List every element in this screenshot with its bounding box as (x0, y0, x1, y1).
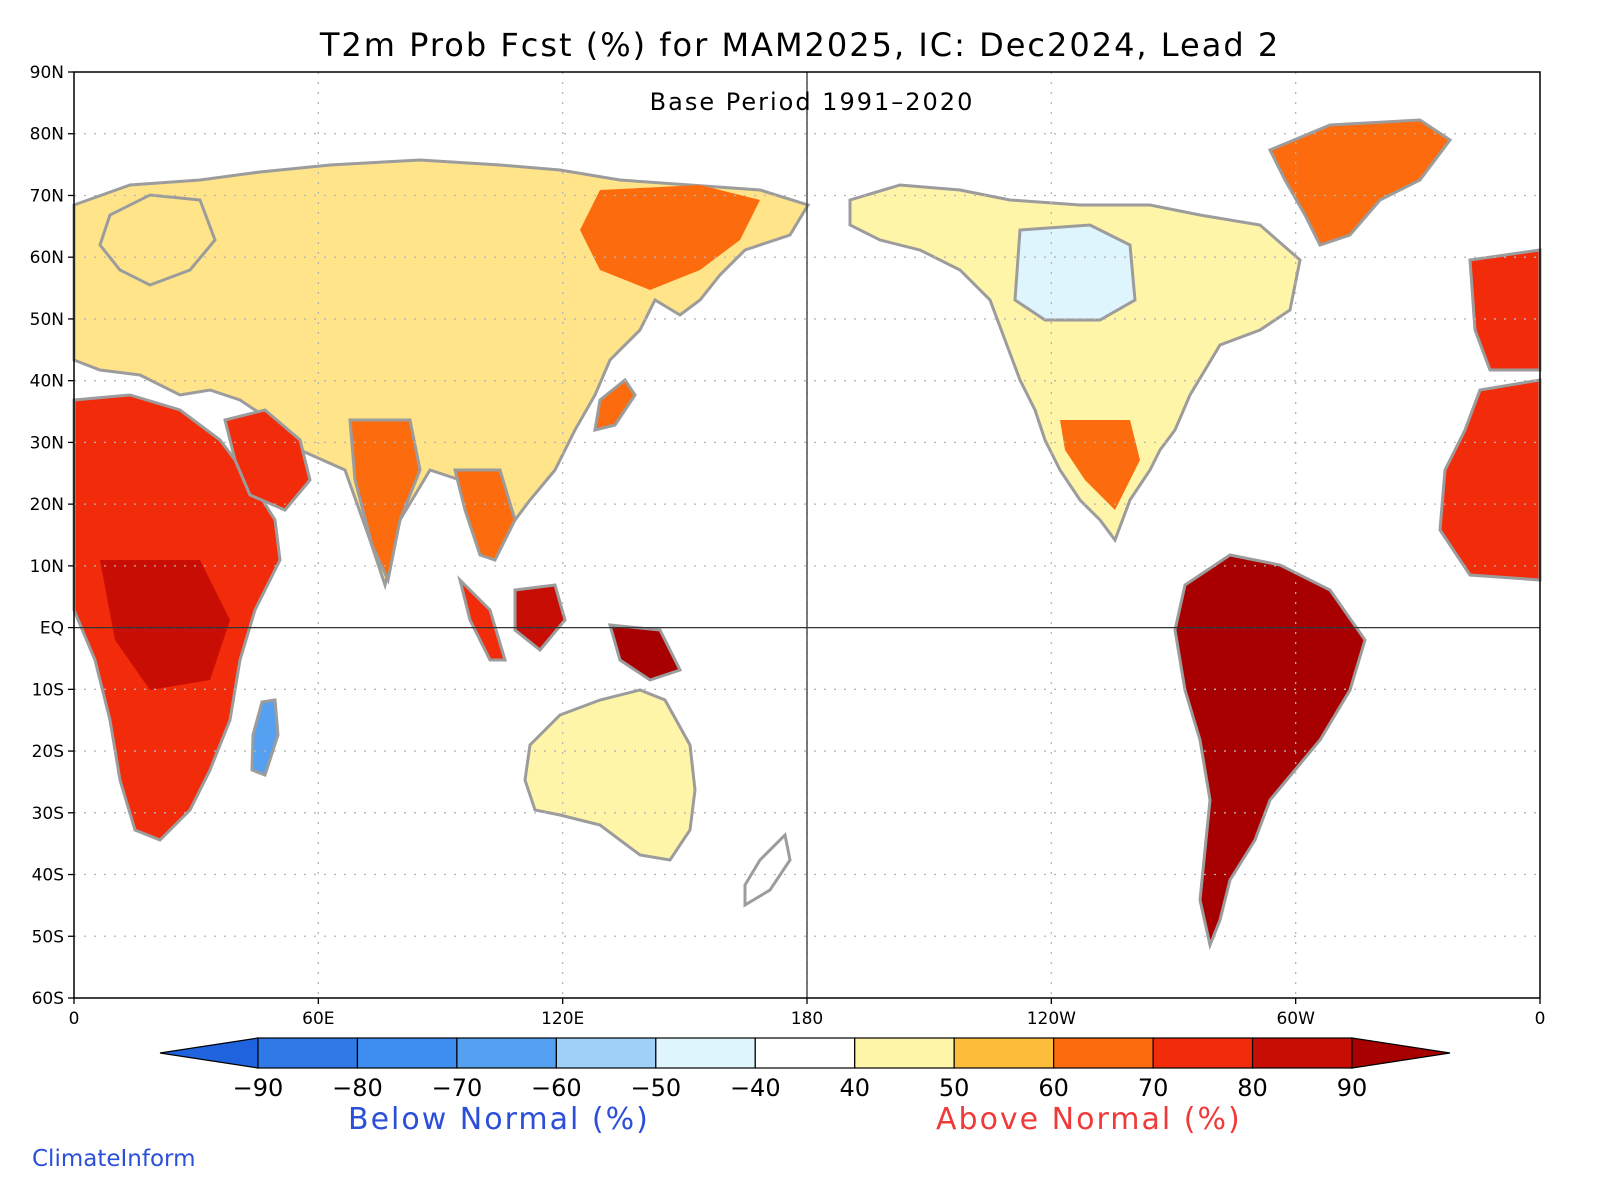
indochina-land (453, 468, 517, 562)
lon-label: 60W (1276, 1009, 1315, 1029)
lon-label: 180 (791, 1009, 823, 1029)
colorbar-swatch (456, 1037, 557, 1069)
reference-lines (74, 72, 1540, 998)
colorbar-swatch (854, 1037, 955, 1069)
colorbar-label: −90 (233, 1074, 284, 1102)
lat-label: 70N (30, 186, 64, 206)
lat-label: 30N (30, 433, 64, 453)
colorbar-swatch (1152, 1037, 1254, 1069)
colorbar-left-arrow (159, 1037, 259, 1069)
lon-label: 0 (69, 1009, 80, 1029)
lat-label: 40N (30, 372, 64, 392)
colorbar-label: −70 (432, 1074, 483, 1102)
lon-label: 0 (1535, 1009, 1546, 1029)
greenland-land (1267, 118, 1453, 247)
mexico-warm (1060, 420, 1140, 510)
lon-label: 60E (302, 1009, 334, 1029)
colorbar-label: 80 (1237, 1074, 1268, 1102)
longitude-ticks: 0 60E 120E 180 120W 60W 0 (69, 998, 1546, 1029)
below-normal-label: Below Normal (%) (348, 1102, 650, 1137)
lat-label: 30S (32, 804, 64, 824)
colorbar-swatch (1053, 1037, 1154, 1069)
colorbar: −90 −80 −70 −60 −50 −40 40 50 60 70 80 90 (159, 1037, 1451, 1102)
colorbar-label: 50 (939, 1074, 970, 1102)
colorbar-swatch (953, 1037, 1055, 1069)
colorbar-label: 60 (1038, 1074, 1069, 1102)
lat-label: 60S (32, 989, 64, 1009)
colorbar-swatch (356, 1037, 458, 1069)
lat-label: 20S (32, 742, 64, 762)
newzealand-land (743, 831, 792, 908)
colorbar-label: −80 (332, 1074, 383, 1102)
newguinea-land (607, 623, 683, 682)
colorbar-label: −40 (730, 1074, 781, 1102)
colorbar-swatch (555, 1037, 657, 1069)
lat-label: 50N (30, 310, 64, 330)
australia-land (523, 688, 697, 862)
lat-label: 50S (32, 927, 64, 947)
lon-label: 120W (1027, 1009, 1076, 1029)
colorbar-label: −50 (630, 1074, 681, 1102)
madagascar-land (250, 698, 280, 777)
central-africa-hot (100, 560, 230, 690)
lat-label: 40S (32, 866, 64, 886)
india-land (348, 418, 422, 585)
lat-label: EQ (40, 619, 64, 639)
colorbar-swatch (655, 1037, 756, 1069)
lat-label: 80N (30, 125, 64, 145)
colorbar-label: −60 (531, 1074, 582, 1102)
colorbar-label: 40 (839, 1074, 870, 1102)
arabia-land (223, 408, 312, 512)
north-america-land (848, 183, 1302, 544)
map-title: T2m Prob Fcst (%) for MAM2025, IC: Dec20… (319, 26, 1281, 64)
colorbar-swatch (257, 1037, 359, 1069)
lat-label: 60N (30, 248, 64, 268)
east-siberia-warm (580, 185, 760, 290)
base-period-label: Base Period 1991–2020 (649, 88, 975, 116)
canada-cool-region (1013, 223, 1137, 322)
colorbar-right-arrow (1351, 1037, 1451, 1069)
latitude-ticks: 90N 80N 70N 60N 50N 40N 30N 20N 10N EQ 10S 20S 30S 40… (30, 63, 74, 1009)
lon-label: 120E (541, 1009, 584, 1029)
sumatra-land (457, 575, 508, 662)
colorbar-label: 70 (1138, 1074, 1169, 1102)
lat-label: 10N (30, 557, 64, 577)
land-masses (72, 118, 1542, 951)
scandinavia-land (98, 193, 217, 287)
japan-land (593, 377, 637, 433)
lat-label: 90N (30, 63, 64, 83)
above-normal-label: Above Normal (%) (936, 1102, 1242, 1137)
borneo-land (513, 583, 567, 653)
colorbar-swatch (1251, 1037, 1353, 1069)
colorbar-swatch (754, 1037, 856, 1069)
credit-text: ClimateInform (32, 1146, 196, 1172)
south-america-land (1173, 553, 1367, 951)
colorbar-label: 90 (1337, 1074, 1368, 1102)
lat-label: 10S (32, 680, 64, 700)
lat-label: 20N (30, 495, 64, 515)
